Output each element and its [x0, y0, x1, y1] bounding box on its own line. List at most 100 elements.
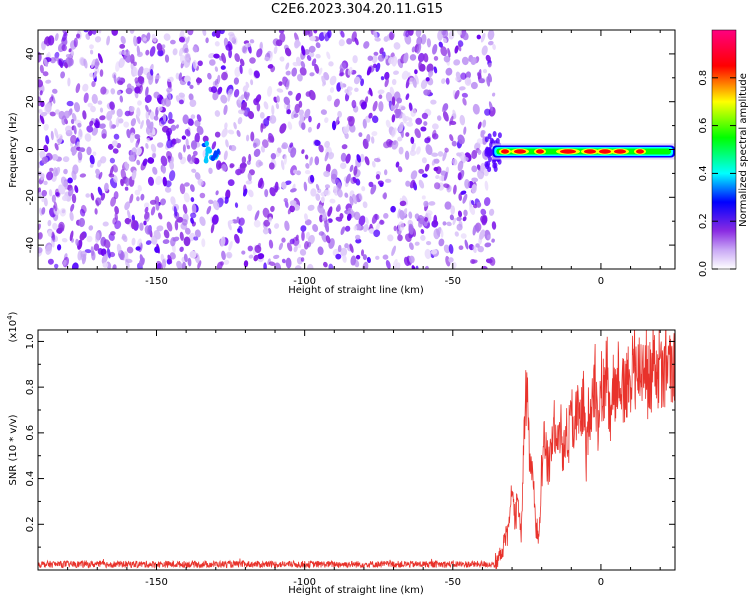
noise-blob [47, 35, 55, 46]
noise-blob [432, 129, 437, 139]
noise-blob [366, 66, 372, 76]
noise-blob [328, 61, 334, 67]
noise-blob [477, 68, 482, 80]
noise-blob [350, 255, 357, 266]
noise-blob [324, 189, 331, 196]
noise-blob [440, 229, 444, 238]
noise-blob [184, 47, 189, 54]
signal-onset-blob [495, 137, 500, 144]
noise-blob [463, 209, 468, 217]
noise-blob [303, 241, 309, 250]
noise-blob [139, 254, 144, 265]
noise-blob [426, 63, 434, 73]
noise-blob [41, 190, 48, 197]
noise-blob [95, 199, 100, 207]
noise-blob [279, 56, 285, 62]
noise-blob [125, 177, 130, 187]
noise-blob [295, 56, 302, 67]
noise-blob [113, 74, 117, 84]
noise-blob [295, 170, 302, 176]
noise-blob [338, 39, 345, 47]
noise-blob [249, 57, 256, 64]
noise-blob [335, 116, 340, 126]
noise-blob [59, 207, 67, 217]
noise-blob [300, 61, 306, 69]
noise-blob [112, 164, 118, 173]
noise-blob [188, 93, 194, 101]
heatmap-x-tick-label: -100 [293, 276, 316, 287]
signal-core-blob [514, 149, 526, 154]
noise-blob [405, 132, 410, 137]
noise-blob [71, 193, 77, 204]
signal-core-blob [584, 149, 596, 154]
noise-blob [403, 256, 410, 267]
noise-blob [182, 203, 188, 214]
noise-blob [297, 243, 302, 249]
noise-blob [456, 152, 462, 157]
noise-blob [425, 144, 433, 156]
signal-onset-blob [484, 136, 489, 143]
noise-blob [116, 108, 123, 118]
noise-blob [343, 126, 348, 135]
noise-blob [307, 126, 312, 133]
noise-blob [320, 109, 327, 115]
noise-blob [346, 38, 353, 45]
noise-blob [420, 126, 427, 132]
noise-blob [245, 81, 250, 88]
noise-blob [424, 248, 432, 260]
snr-y-tick-label: 0.2 [25, 516, 36, 532]
noise-blob [480, 129, 486, 135]
noise-blob [430, 249, 438, 255]
noise-blob [237, 117, 243, 125]
noise-blob [210, 223, 215, 234]
noise-blob [223, 150, 228, 161]
noise-blob [75, 238, 80, 247]
noise-blob [211, 141, 217, 150]
noise-blob [236, 129, 241, 138]
noise-blob [67, 77, 71, 87]
noise-blob [135, 114, 141, 125]
noise-blob [145, 104, 149, 112]
noise-blob [183, 57, 191, 68]
noise-blob [406, 121, 414, 127]
noise-blob [278, 81, 283, 86]
noise-blob [45, 79, 52, 84]
noise-blob [275, 147, 282, 158]
snr-panel: -150 -100 -50 0 0.2 0.4 0.6 0.8 1.0 Height of st… [6, 311, 676, 596]
noise-blob [398, 121, 404, 133]
noise-blob [134, 189, 141, 196]
noise-blob [373, 51, 379, 56]
noise-blob [358, 132, 363, 137]
noise-blob [360, 78, 365, 87]
noise-blob [233, 77, 240, 85]
noise-blob [170, 196, 176, 206]
noise-blob [375, 222, 381, 233]
noise-blob [214, 41, 220, 47]
noise-blob [433, 214, 438, 225]
noise-blob [421, 195, 426, 200]
noise-blob [426, 38, 432, 48]
noise-blob [328, 263, 334, 269]
noise-blob [208, 53, 216, 59]
noise-blob [336, 188, 343, 198]
noise-blob [333, 185, 339, 196]
noise-blob [458, 193, 463, 201]
noise-blob [142, 37, 147, 42]
noise-blob [119, 95, 124, 103]
noise-blob [397, 136, 403, 142]
noise-blob [276, 95, 280, 103]
noise-blob [85, 33, 91, 40]
noise-blob [197, 260, 202, 269]
noise-blob [231, 219, 238, 224]
noise-blob [323, 170, 330, 178]
signal-core-blob [636, 149, 644, 154]
noise-blob [385, 91, 393, 103]
noise-blob [124, 161, 129, 170]
noise-blob [270, 205, 275, 212]
noise-blob [143, 202, 150, 209]
noise-blob [326, 51, 331, 60]
noise-blob [461, 92, 468, 98]
noise-blob [361, 186, 366, 192]
noise-blob [154, 246, 160, 253]
noise-blob [146, 137, 150, 143]
